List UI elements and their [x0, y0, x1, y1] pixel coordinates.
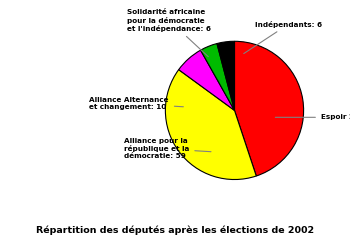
Text: Alliance pour la
république et la
démocratie: 59: Alliance pour la république et la démocr… [124, 138, 211, 159]
Wedge shape [166, 70, 256, 180]
Wedge shape [201, 43, 234, 110]
Text: Espoir 2002: 66: Espoir 2002: 66 [275, 114, 350, 120]
Text: Alliance Alternance
et changement: 10: Alliance Alternance et changement: 10 [89, 97, 183, 110]
Text: Solidarité africaine
pour la démocratie
et l'indépendance: 6: Solidarité africaine pour la démocratie … [127, 9, 211, 57]
Text: Répartition des députés après les élections de 2002: Répartition des députés après les électi… [36, 226, 314, 235]
Wedge shape [217, 41, 234, 110]
Text: Indépendants: 6: Indépendants: 6 [244, 20, 322, 54]
Wedge shape [178, 50, 234, 110]
Wedge shape [234, 41, 303, 176]
